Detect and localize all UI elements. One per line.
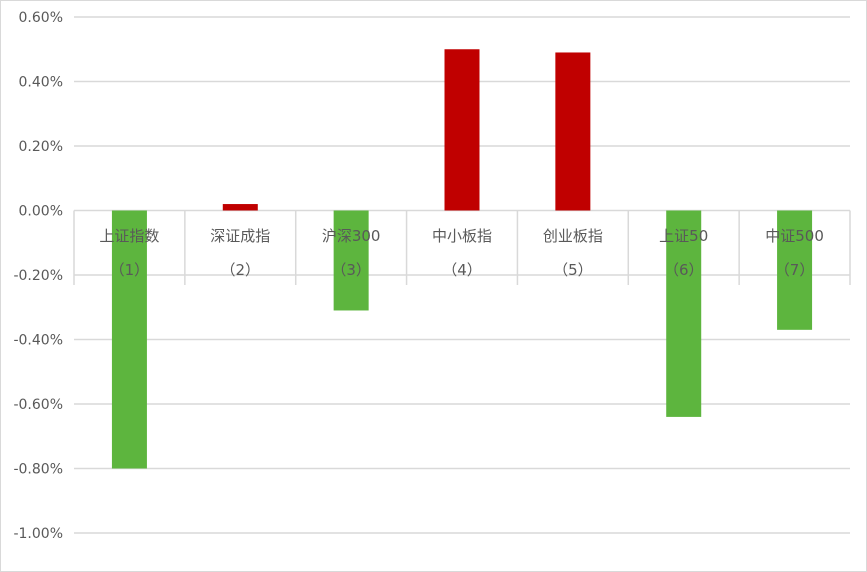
bar	[444, 49, 480, 211]
category-label-name: 创业板指	[543, 227, 603, 245]
gridlines	[74, 16, 850, 534]
y-tick-label: -0.60%	[13, 397, 63, 413]
y-tick-label: -0.80%	[13, 462, 63, 478]
bar	[222, 204, 258, 211]
category-label-name: 中小板指	[432, 227, 492, 245]
category-label-number: （1）	[110, 261, 150, 279]
category-label-name: 上证指数	[99, 227, 159, 245]
bar	[333, 210, 369, 311]
category-label-name: 沪深300	[322, 227, 381, 245]
category-label-number: （3）	[331, 261, 371, 279]
category-label-name: 深证成指	[210, 227, 270, 245]
category-axis: 上证指数 （1） 深证成指 （2） 沪深300 （3） 中小板指 （4） 创业板指 （5） 上证50…	[73, 210, 851, 285]
category-label-number: （4）	[442, 261, 482, 279]
y-tick-label: -0.40%	[13, 333, 63, 349]
category-label-number: （6）	[664, 261, 704, 279]
category-label-number: （7）	[775, 261, 815, 279]
bars	[111, 49, 813, 469]
y-tick-label: -1.00%	[13, 526, 63, 542]
category-label-name: 上证50	[659, 227, 708, 245]
bar	[777, 210, 813, 330]
y-tick-label: 0.60%	[19, 10, 63, 26]
y-tick-label: 0.20%	[19, 139, 63, 155]
bar	[111, 210, 147, 469]
bar	[666, 210, 702, 417]
category-label-name: 中证500	[765, 227, 824, 245]
y-tick-label: 0.00%	[19, 204, 63, 220]
bar	[555, 52, 591, 211]
y-tick-label: 0.40%	[19, 75, 63, 91]
category-label-number: （2）	[221, 261, 261, 279]
category-label-number: （5）	[553, 261, 593, 279]
y-tick-label: -0.20%	[13, 268, 63, 284]
y-axis-tick-labels: 0.60% 0.40% 0.20% 0.00% -0.20% -0.40% -0.60% -0…	[13, 10, 63, 542]
